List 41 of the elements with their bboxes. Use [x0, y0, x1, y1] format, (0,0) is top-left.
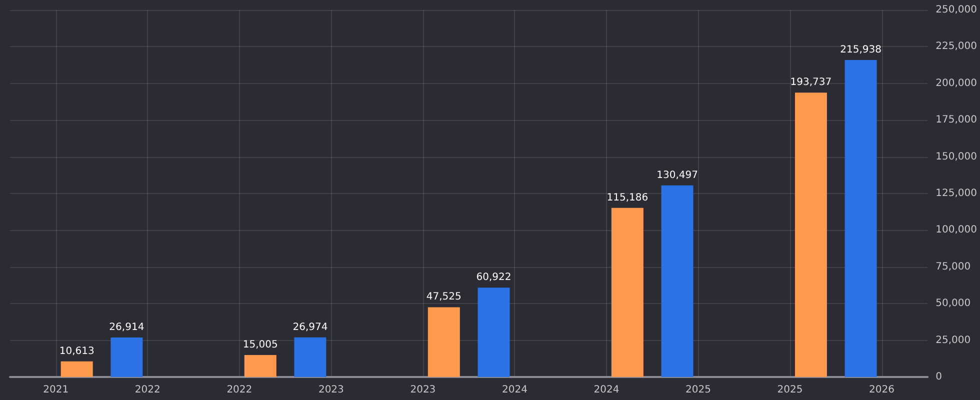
x-tick-label: 2025 [686, 384, 711, 396]
y-tick-label: 175,000 [936, 114, 978, 126]
bar [110, 337, 143, 377]
x-tick-label: 2021 [43, 384, 69, 396]
data-label: 26,974 [292, 322, 328, 333]
data-label: 115,186 [606, 192, 648, 204]
data-label: 15,005 [242, 339, 278, 350]
x-tick-label: 2024 [502, 384, 528, 396]
bar [844, 60, 877, 377]
y-tick-label: 150,000 [936, 151, 978, 162]
y-tick-label: 225,000 [936, 41, 978, 52]
data-label: 60,922 [476, 272, 512, 284]
y-tick-label: 25,000 [936, 334, 971, 346]
x-tick-label: 2024 [594, 384, 620, 396]
bar [60, 361, 93, 377]
x-tick-label: 2022 [226, 384, 252, 396]
bar [794, 92, 827, 377]
data-label: 10,613 [59, 346, 94, 357]
y-tick-label: 200,000 [936, 78, 978, 89]
bar [661, 185, 694, 377]
y-tick-label: 75,000 [936, 261, 971, 272]
bar [294, 337, 326, 377]
bar [611, 208, 644, 377]
y-tick-label: 125,000 [936, 188, 978, 199]
data-label: 47,525 [426, 292, 462, 303]
bar [478, 288, 510, 377]
data-label: 215,938 [840, 44, 882, 56]
x-tick-label: 2022 [134, 384, 160, 396]
y-tick-label: 100,000 [936, 224, 978, 236]
data-label: 130,497 [656, 170, 698, 181]
y-tick-label: 250,000 [936, 4, 978, 16]
bar [244, 354, 276, 377]
x-tick-label: 2025 [777, 384, 803, 396]
x-tick-label: 2026 [869, 384, 894, 396]
y-tick-label: 50,000 [936, 298, 971, 310]
data-label: 26,914 [109, 322, 144, 333]
y-tick-label: 0 [936, 372, 942, 382]
data-label: 193,737 [790, 77, 832, 88]
x-tick-label: 2023 [318, 384, 344, 396]
bar [428, 307, 460, 377]
x-tick-label: 2023 [410, 384, 436, 396]
